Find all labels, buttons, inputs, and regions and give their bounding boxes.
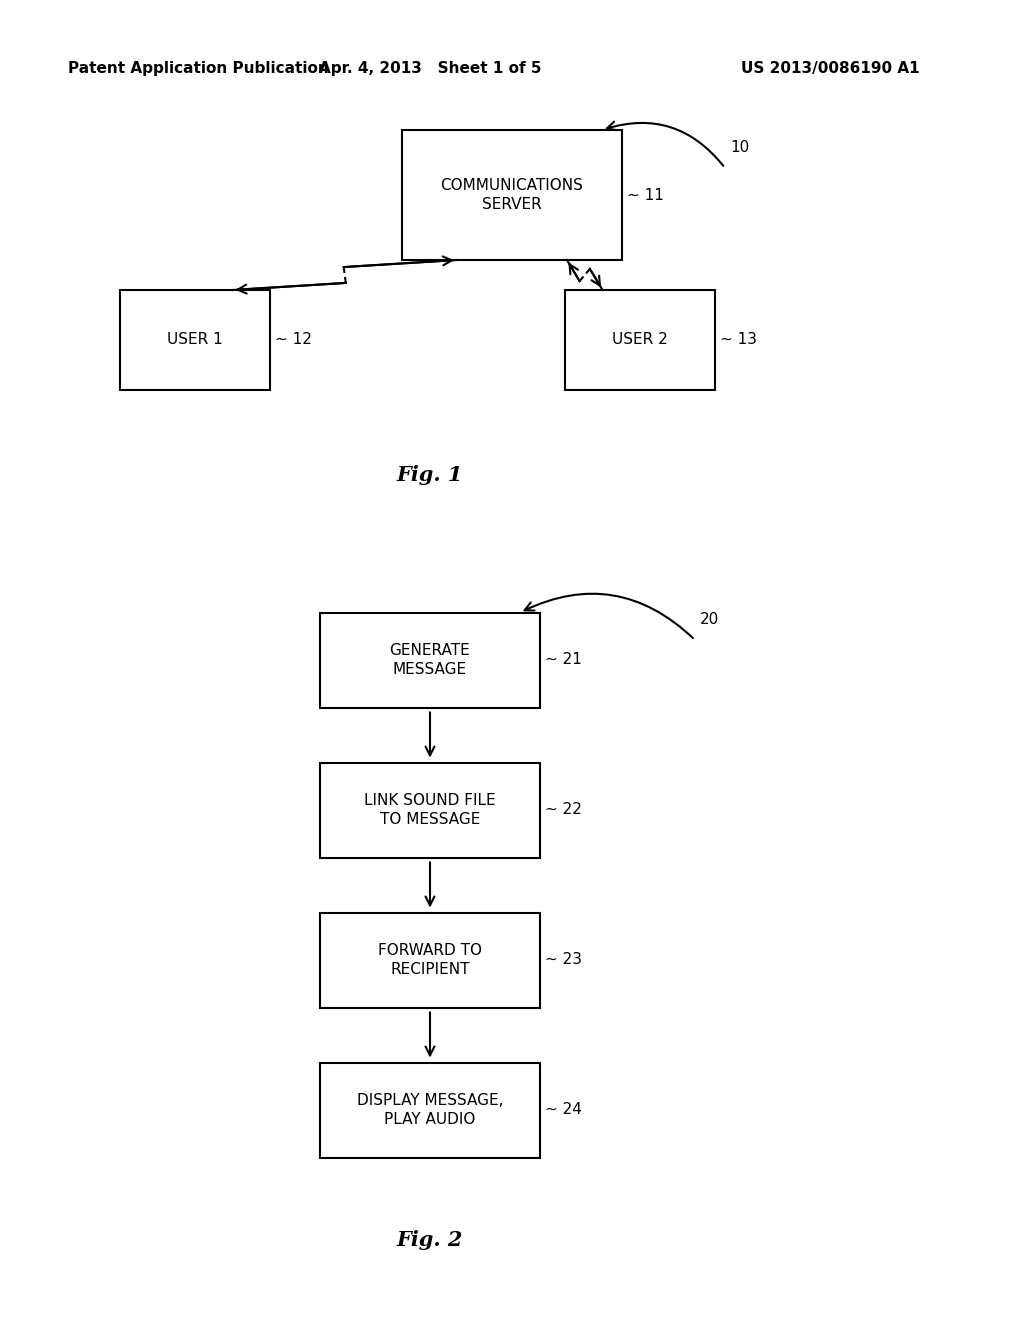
Text: FORWARD TO
RECIPIENT: FORWARD TO RECIPIENT [378,942,482,977]
Text: ∼ 13: ∼ 13 [720,333,757,347]
Text: DISPLAY MESSAGE,
PLAY AUDIO: DISPLAY MESSAGE, PLAY AUDIO [356,1093,503,1127]
Text: ∼ 21: ∼ 21 [545,652,582,668]
Text: USER 1: USER 1 [167,333,223,347]
Bar [319,912,540,1007]
Text: LINK SOUND FILE
TO MESSAGE: LINK SOUND FILE TO MESSAGE [365,792,496,828]
Text: COMMUNICATIONS
SERVER: COMMUNICATIONS SERVER [440,178,584,213]
Text: Apr. 4, 2013   Sheet 1 of 5: Apr. 4, 2013 Sheet 1 of 5 [318,61,542,75]
Text: Fig. 2: Fig. 2 [397,1230,463,1250]
Text: ∼ 24: ∼ 24 [545,1102,582,1118]
Bar [565,290,715,389]
Text: 20: 20 [700,612,719,627]
Text: ∼ 22: ∼ 22 [545,803,582,817]
Bar [120,290,270,389]
Bar [402,129,622,260]
Text: GENERATE
MESSAGE: GENERATE MESSAGE [389,643,470,677]
Text: 10: 10 [730,140,750,156]
Text: ∼ 23: ∼ 23 [545,953,582,968]
Text: Patent Application Publication: Patent Application Publication [68,61,329,75]
Text: ∼ 11: ∼ 11 [627,187,664,202]
Text: US 2013/0086190 A1: US 2013/0086190 A1 [741,61,920,75]
Text: USER 2: USER 2 [612,333,668,347]
Bar [319,612,540,708]
Text: Fig. 1: Fig. 1 [397,465,463,484]
Bar [319,1063,540,1158]
Text: ∼ 12: ∼ 12 [275,333,312,347]
Bar [319,763,540,858]
